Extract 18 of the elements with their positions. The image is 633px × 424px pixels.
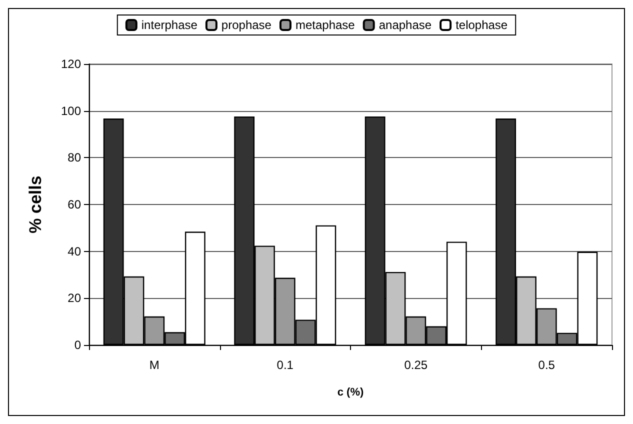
x-tick-label: M [149, 358, 160, 372]
y-tick-label: 120 [60, 57, 82, 71]
y-tick-label: 80 [68, 150, 82, 165]
y-tick-label: 20 [68, 291, 82, 306]
y-tick-label: 60 [68, 198, 82, 212]
legend-label: interphase [141, 18, 198, 32]
legend-label: telophase [456, 18, 508, 32]
y-axis-title: % cells [26, 176, 45, 234]
y-tick-label: 0 [74, 338, 82, 352]
y-tick-label: 100 [60, 104, 82, 118]
y-tick-label: 40 [68, 244, 82, 258]
x-tick-label: 0.1 [276, 358, 294, 372]
x-tick-label: 0.5 [538, 358, 556, 372]
legend-label: prophase [221, 18, 272, 32]
legend-label: metaphase [295, 18, 356, 32]
x-tick-label: 0.25 [404, 358, 428, 372]
legend-label: anaphase [378, 18, 432, 32]
x-axis-title: c (%) [337, 386, 364, 398]
